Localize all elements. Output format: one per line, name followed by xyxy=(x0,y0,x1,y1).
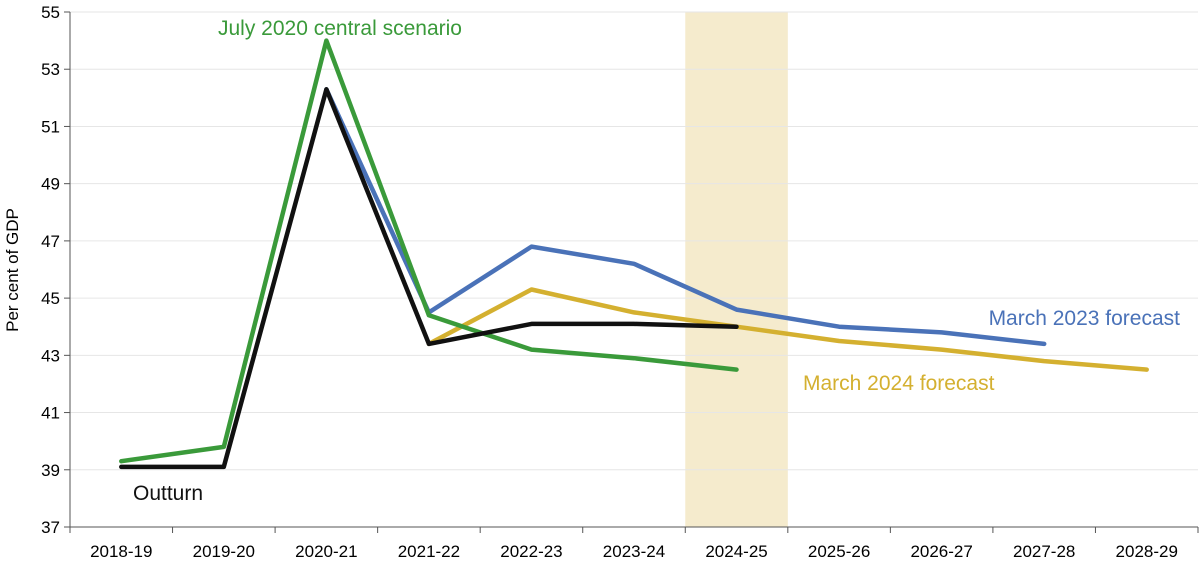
x-tick-label: 2020-21 xyxy=(295,542,357,561)
y-tick-label: 51 xyxy=(41,117,60,136)
y-tick-label: 45 xyxy=(41,289,60,308)
series-label-outturn: Outturn xyxy=(133,482,203,505)
x-tick-label: 2028-29 xyxy=(1116,542,1178,561)
y-tick-label: 39 xyxy=(41,461,60,480)
x-tick-label: 2026-27 xyxy=(910,542,972,561)
series-line-july-2020-central-scenario xyxy=(119,38,739,464)
highlight-band-layer xyxy=(685,12,788,527)
y-tick-label: 41 xyxy=(41,404,60,423)
x-tick-label: 2027-28 xyxy=(1013,542,1075,561)
y-tick-label: 49 xyxy=(41,175,60,194)
highlight-band xyxy=(685,12,788,527)
series-lines xyxy=(119,38,1149,470)
y-tick-labels: 37 39 41 43 45 47 49 51 53 55 xyxy=(41,3,60,537)
gridlines xyxy=(64,11,1198,528)
x-tick-label: 2023-24 xyxy=(603,542,665,561)
x-tick-label: 2019-20 xyxy=(193,542,255,561)
series-label-july-2020-central-scenario: July 2020 central scenario xyxy=(218,17,462,40)
y-tick-label: 47 xyxy=(41,232,60,251)
x-tick-labels: 2018-19 2019-20 2020-21 2021-22 2022-23 2023-… xyxy=(90,542,1178,561)
x-tick-label: 2022-23 xyxy=(500,542,562,561)
axes xyxy=(69,12,1199,533)
y-tick-label: 37 xyxy=(41,518,60,537)
series-labels: March 2023 forecast March 2024 forecast Ju… xyxy=(133,17,1180,505)
x-tick-label: 2024-25 xyxy=(705,542,767,561)
series-line-outturn xyxy=(119,87,739,470)
x-tick-label: 2021-22 xyxy=(398,542,460,561)
x-tick-label: 2018-19 xyxy=(90,542,152,561)
series-line-march-2024-forecast xyxy=(426,287,1149,372)
y-tick-label: 55 xyxy=(41,3,60,22)
y-tick-label: 53 xyxy=(41,60,60,79)
series-label-march-2024-forecast: March 2024 forecast xyxy=(803,372,995,395)
x-tick-label: 2025-26 xyxy=(808,542,870,561)
y-tick-label: 43 xyxy=(41,346,60,365)
y-axis-title: Per cent of GDP xyxy=(3,208,22,332)
series-label-march-2023-forecast: March 2023 forecast xyxy=(989,307,1181,330)
series-line-march-2023-forecast xyxy=(324,87,1047,347)
